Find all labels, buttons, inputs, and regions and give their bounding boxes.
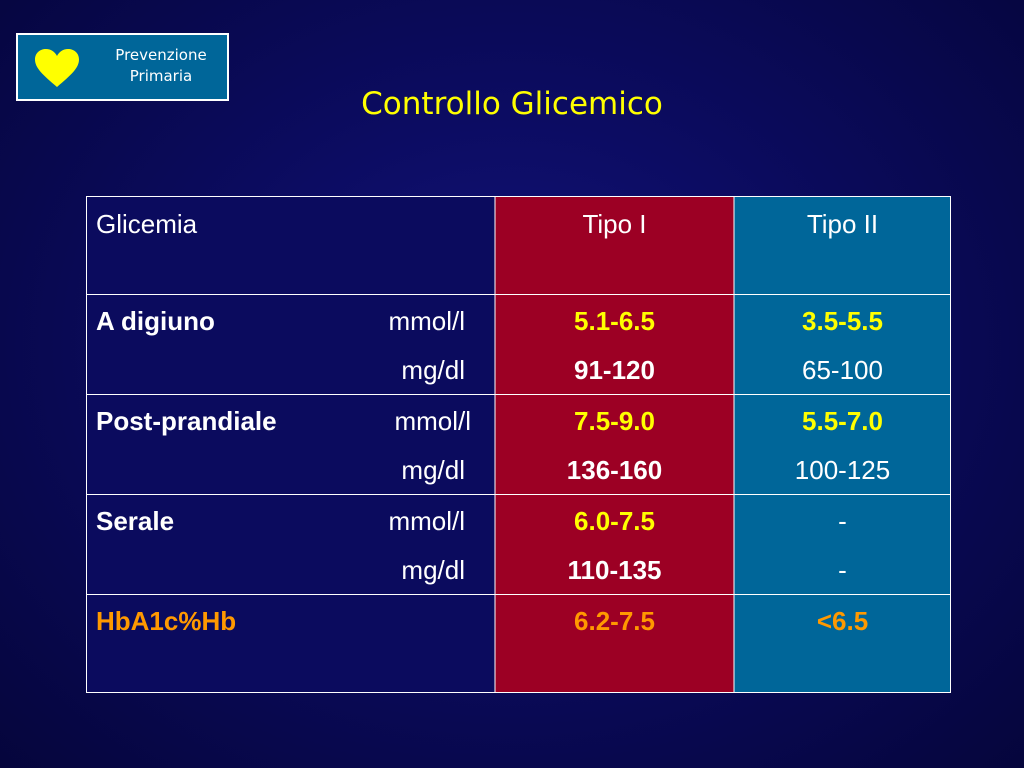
header-glicemia: Glicemia <box>96 209 198 239</box>
tipo1-cell: 6.2-7.5 <box>495 594 734 693</box>
tipo2-value-mmol: - <box>838 506 847 536</box>
table-row: HbA1c%Hb <box>86 594 495 693</box>
badge-line-2: Primaria <box>129 67 193 85</box>
badge-text: Prevenzione Primaria <box>96 45 226 87</box>
tipo1-value-mgdl: 136-160 <box>566 455 663 485</box>
tipo2-cell: 3.5-5.5 65-100 <box>734 294 951 394</box>
header-cell-tipo2: Tipo II <box>734 196 951 294</box>
row-label-serale: Serale <box>96 506 175 536</box>
header-cell-label: Glicemia <box>86 196 495 294</box>
tipo2-cell: - - <box>734 494 951 594</box>
slide-title: Controllo Glicemico <box>361 86 663 122</box>
unit-mmol: mmol/l <box>388 506 465 536</box>
tipo2-value-mgdl: 100-125 <box>794 455 891 485</box>
table-row: Serale mmol/l mg/dl <box>86 494 495 594</box>
tipo2-value-mgdl: - <box>838 555 847 585</box>
tipo1-cell: 7.5-9.0 136-160 <box>495 394 734 494</box>
table-row: A digiuno mmol/l mg/dl <box>86 294 495 394</box>
badge-line-1: Prevenzione <box>115 46 207 64</box>
unit-mgdl: mg/dl <box>401 355 465 385</box>
tipo2-cell: <6.5 <box>734 594 951 693</box>
tipo2-value-mgdl: 65-100 <box>802 355 883 385</box>
unit-mmol: mmol/l <box>388 306 465 336</box>
row-label-hba1c: HbA1c%Hb <box>96 606 237 636</box>
prevenzione-primaria-badge: Prevenzione Primaria <box>16 33 229 101</box>
row-label-digiuno: A digiuno <box>96 306 215 336</box>
table-row: Post-prandiale mmol/l mg/dl <box>86 394 495 494</box>
glycemic-table: Glicemia Tipo I Tipo II A digiuno mmol/l… <box>86 196 951 693</box>
header-tipo2: Tipo II <box>806 209 879 239</box>
unit-mgdl: mg/dl <box>401 455 465 485</box>
heart-icon <box>35 49 79 87</box>
tipo1-cell: 6.0-7.5 110-135 <box>495 494 734 594</box>
tipo2-cell: 5.5-7.0 100-125 <box>734 394 951 494</box>
unit-mgdl: mg/dl <box>401 555 465 585</box>
tipo1-value-mgdl: 110-135 <box>567 555 662 585</box>
tipo2-value-mmol: 3.5-5.5 <box>802 306 883 336</box>
tipo2-value-mmol: 5.5-7.0 <box>802 406 883 436</box>
tipo1-cell: 5.1-6.5 91-120 <box>495 294 734 394</box>
header-cell-tipo1: Tipo I <box>495 196 734 294</box>
tipo1-value-hba1c: 6.2-7.5 <box>574 606 655 636</box>
tipo1-value-mgdl: 91-120 <box>574 355 655 385</box>
header-tipo1: Tipo I <box>582 209 647 239</box>
row-label-post-prandiale: Post-prandiale <box>96 406 277 436</box>
tipo1-value-mmol: 7.5-9.0 <box>574 406 655 436</box>
tipo1-value-mmol: 6.0-7.5 <box>574 506 655 536</box>
tipo1-value-mmol: 5.1-6.5 <box>574 306 655 336</box>
tipo2-value-hba1c: <6.5 <box>816 606 869 636</box>
unit-mmol: mmol/l <box>394 406 471 436</box>
